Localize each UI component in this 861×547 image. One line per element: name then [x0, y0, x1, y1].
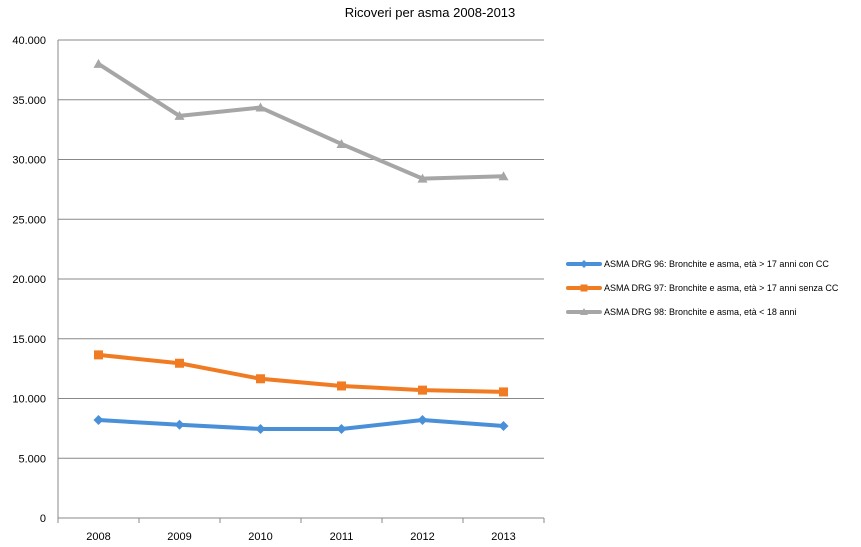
data-point-square — [337, 381, 346, 391]
x-tick-label: 2013 — [491, 531, 515, 543]
data-point-triangle — [93, 58, 104, 68]
y-tick-label: 10.000 — [12, 394, 46, 406]
series-2 — [94, 350, 508, 397]
legend-label: ASMA DRG 96: Bronchite e asma, età > 17 … — [604, 259, 829, 269]
series-layer — [93, 58, 509, 434]
data-point-triangle — [255, 102, 266, 112]
y-tick-label: 15.000 — [12, 334, 46, 346]
y-tick-label: 30.000 — [12, 155, 46, 167]
data-point-square — [175, 358, 184, 368]
legend: ASMA DRG 96: Bronchite e asma, età > 17 … — [566, 259, 839, 317]
x-tick-label: 2012 — [410, 531, 434, 543]
series-line — [96, 418, 506, 431]
data-point-diamond — [93, 415, 104, 426]
y-tick-label: 20.000 — [12, 274, 46, 286]
data-point-square — [94, 350, 103, 360]
series-line — [96, 61, 506, 181]
data-point-triangle — [336, 138, 347, 148]
data-point-triangle — [417, 173, 428, 183]
data-point-diamond — [336, 423, 347, 434]
y-tick-label: 40.000 — [12, 35, 46, 47]
data-point-diamond — [417, 415, 428, 426]
y-tick-label: 0 — [40, 513, 46, 525]
data-point-square — [499, 387, 508, 397]
legend-item: ASMA DRG 98: Bronchite e asma, età < 18 … — [566, 307, 796, 317]
series-line — [96, 352, 506, 394]
x-tick-label: 2009 — [167, 531, 191, 543]
y-tick-label: 5.000 — [18, 453, 46, 465]
legend-label: ASMA DRG 98: Bronchite e asma, età < 18 … — [604, 307, 796, 317]
legend-label: ASMA DRG 97: Bronchite e asma, età > 17 … — [604, 283, 839, 293]
y-tick-label: 35.000 — [12, 95, 46, 107]
series-1 — [93, 415, 509, 434]
x-tick-label: 2011 — [330, 531, 354, 543]
x-axis: 2008 2009 2010 2011 2012 2013 — [57, 517, 545, 543]
data-point-diamond — [498, 420, 509, 431]
x-tick-label: 2008 — [86, 531, 110, 543]
data-point-triangle — [174, 110, 185, 120]
data-point-square — [418, 385, 427, 395]
data-point-square — [256, 374, 265, 384]
x-tick-label: 2010 — [248, 531, 272, 543]
data-point-diamond — [255, 423, 266, 434]
series-3 — [93, 58, 509, 183]
data-point-triangle — [498, 171, 509, 181]
data-point-diamond — [580, 260, 588, 268]
legend-item: ASMA DRG 97: Bronchite e asma, età > 17 … — [566, 283, 839, 293]
y-axis: 0 5.000 10.000 15.000 20.000 25.000 30.000 35.0… — [12, 35, 59, 525]
data-point-diamond — [174, 419, 185, 430]
data-point-square — [580, 284, 588, 292]
chart-title: Ricoveri per asma 2008-2013 — [345, 5, 516, 20]
data-point-triangle — [580, 308, 588, 315]
y-tick-label: 25.000 — [12, 214, 46, 226]
grid — [58, 39, 544, 459]
legend-item: ASMA DRG 96: Bronchite e asma, età > 17 … — [566, 259, 829, 269]
